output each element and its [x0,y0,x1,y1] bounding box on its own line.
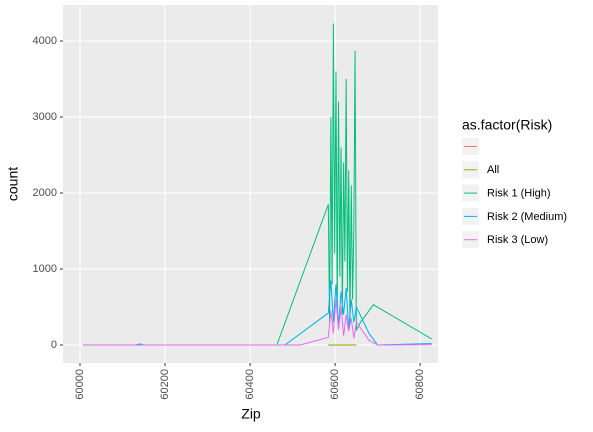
y-tick-label: 0 [51,339,57,351]
legend-label: Risk 1 (High) [487,188,551,200]
legend-title: as.factor(Risk) [462,117,552,133]
x-tick-label: 60800 [414,369,426,400]
legend-label: Risk 2 (Medium) [487,211,567,223]
y-tick-label: 2000 [33,187,57,199]
x-axis-title: Zip [241,406,261,422]
y-tick-label: 1000 [33,263,57,275]
series-line [82,299,432,346]
x-tick-label: 60400 [244,369,256,400]
x-tick-label: 60000 [74,369,86,400]
y-axis-title: count [5,167,21,201]
legend-label: Risk 3 (Low) [487,234,548,246]
series-line [82,23,432,346]
legend-label: All [487,164,499,176]
y-tick-label: 4000 [33,35,57,47]
y-tick-label: 3000 [33,111,57,123]
x-tick-label: 60200 [159,369,171,400]
x-tick-label: 60600 [329,369,341,400]
